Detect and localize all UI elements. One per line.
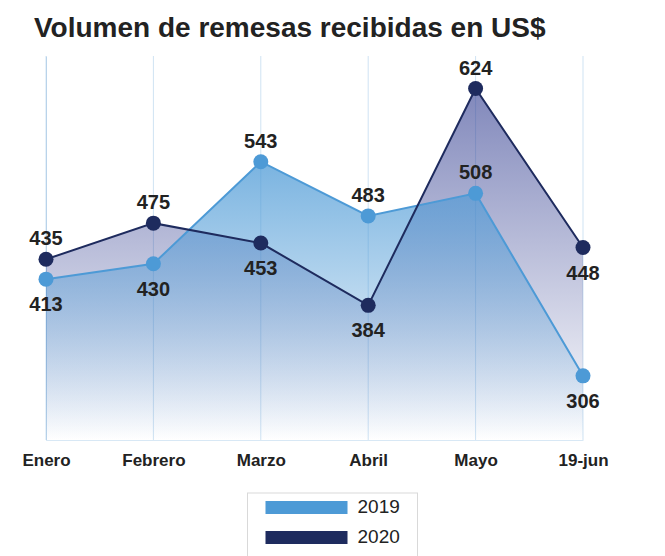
marker [361, 208, 376, 223]
data-labels: 413 430 543 483 508 306 435 475 453 384 624 448 [29, 57, 599, 412]
x-tick-label: Abril [349, 451, 388, 470]
data-label: 413 [29, 293, 62, 315]
line [46, 89, 583, 306]
marker [39, 252, 54, 267]
data-label: 453 [244, 257, 277, 279]
legend-box [248, 493, 418, 556]
plot-area [39, 81, 591, 440]
grid [46, 56, 583, 440]
data-label: 624 [459, 57, 493, 79]
legend: 2019 2020 [248, 493, 418, 556]
x-tick: Marzo [237, 440, 286, 470]
data-label: 483 [352, 184, 385, 206]
x-axis-line [47, 440, 584, 441]
x-tick: Enero [22, 440, 70, 470]
x-tick-label: Febrero [122, 451, 185, 470]
marker [468, 81, 483, 96]
title: Volumen de remesas recibidas en US$ [34, 12, 546, 43]
data-label: 384 [352, 319, 386, 341]
marker [576, 368, 591, 383]
marker [361, 298, 376, 313]
x-tick-label: 19-jun [558, 451, 608, 470]
line [46, 162, 583, 376]
legend-label: 2019 [358, 496, 400, 517]
x-tick-label: Marzo [237, 451, 286, 470]
marker [253, 154, 268, 169]
data-label: 475 [137, 191, 170, 213]
x-tick: Mayo [454, 440, 497, 470]
legend-swatch [266, 531, 348, 544]
x-axis: Enero Febrero Marzo Abril Mayo 19-jun [22, 440, 608, 470]
data-label: 508 [459, 161, 492, 183]
chart: Volumen de remesas recibidas en US$ Enero… [0, 0, 665, 556]
legend-swatch [266, 501, 348, 514]
x-tick: 19-jun [558, 440, 608, 470]
x-tick: Febrero [122, 440, 185, 470]
marker [146, 216, 161, 231]
marker [39, 272, 54, 287]
marker [576, 240, 591, 255]
marker [146, 256, 161, 271]
area [46, 162, 583, 440]
data-label: 448 [566, 262, 599, 284]
marker [253, 236, 268, 251]
data-label: 430 [137, 278, 170, 300]
x-tick-label: Enero [22, 451, 70, 470]
data-label: 543 [244, 130, 277, 152]
marker [468, 186, 483, 201]
legend-label: 2020 [358, 526, 400, 547]
x-tick-label: Mayo [454, 451, 497, 470]
data-label: 306 [566, 390, 599, 412]
x-tick: Abril [349, 440, 388, 470]
data-label: 435 [29, 227, 62, 249]
area [46, 89, 583, 440]
